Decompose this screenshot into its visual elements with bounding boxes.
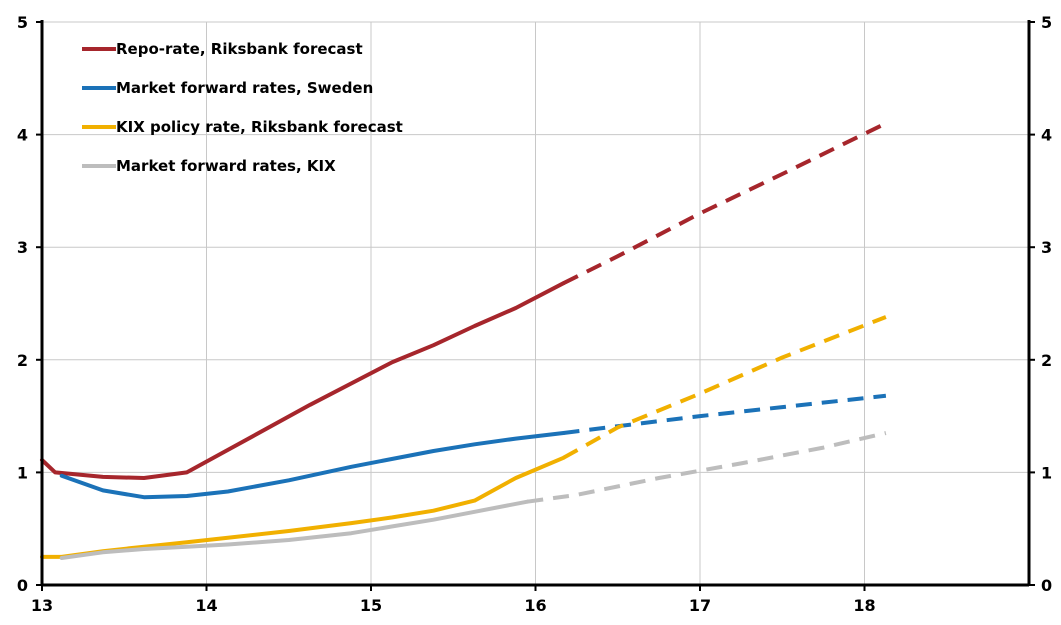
gridlines [42,21,1029,585]
y-tick-label-left: 1 [17,463,28,482]
x-tick-label: 13 [31,596,53,615]
series-line-forecast [562,315,887,460]
legend-label: KIX policy rate, Riksbank forecast [116,118,403,136]
series-line-forecast [562,121,887,285]
x-tick-label: 16 [524,596,546,615]
series-line-solid [40,281,566,480]
plot-area [40,121,887,560]
x-tick-label: 17 [689,596,711,615]
y-tick-label-right: 5 [1041,13,1052,32]
x-tick-label: 18 [853,596,875,615]
tick-labels: 13 14 15 16 17 18 0 0 1 1 2 2 3 3 4 4 5 5 [17,13,1052,615]
series-line-solid [59,431,566,500]
legend: Repo-rate, Riksbank forecast Market forwa… [82,40,403,175]
y-tick-label-left: 3 [17,238,28,257]
y-tick-label-left: 4 [17,126,28,145]
x-tick-label: 15 [360,596,382,615]
y-tick-label-right: 1 [1041,463,1052,482]
y-tick-label-left: 2 [17,351,28,370]
y-tick-label-right: 3 [1041,238,1052,257]
y-tick-label-right: 4 [1041,126,1052,145]
y-tick-label-left: 5 [17,13,28,32]
series-line-forecast [527,431,887,504]
y-tick-label-right: 2 [1041,351,1052,370]
legend-label: Repo-rate, Riksbank forecast [116,40,363,58]
legend-label: Market forward rates, KIX [116,157,336,175]
y-tick-label-right: 0 [1041,576,1052,595]
series-line-solid [59,499,530,560]
series-line-forecast [563,393,887,435]
legend-label: Market forward rates, Sweden [116,79,373,97]
x-tick-label: 14 [195,596,217,615]
y-tick-label-left: 0 [17,576,28,595]
axes [36,20,1035,591]
